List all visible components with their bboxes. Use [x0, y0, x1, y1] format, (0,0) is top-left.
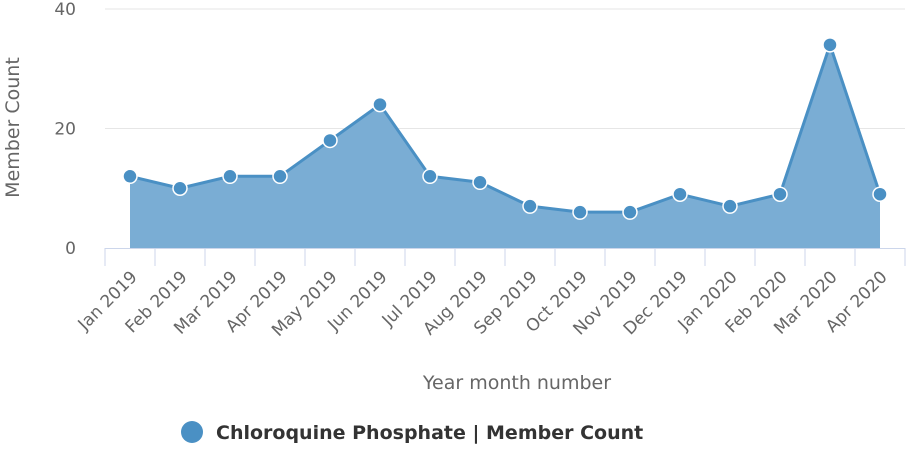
data-point[interactable] [822, 37, 838, 53]
data-point[interactable] [472, 174, 488, 191]
data-point[interactable] [872, 186, 888, 202]
data-point[interactable] [672, 186, 688, 202]
y-tick-label: 0 [65, 239, 76, 259]
data-point[interactable] [572, 204, 588, 220]
data-point[interactable] [222, 168, 238, 185]
y-axis-title: Member Count [2, 57, 24, 198]
series-line [129, 43, 882, 214]
series-area [130, 44, 880, 248]
legend[interactable]: Chloroquine Phosphate | Member Count [181, 421, 643, 444]
data-point[interactable] [272, 168, 288, 185]
data-point[interactable] [322, 132, 338, 149]
legend-label: Chloroquine Phosphate | Member Count [216, 422, 643, 444]
data-point[interactable] [722, 198, 738, 214]
data-point[interactable] [172, 180, 188, 196]
data-point[interactable] [622, 204, 638, 220]
data-point[interactable] [122, 168, 138, 185]
grid-lines [105, 8, 905, 129]
data-point[interactable] [372, 96, 388, 113]
data-point[interactable] [422, 168, 438, 185]
y-tick-label: 40 [54, 0, 76, 20]
data-points [122, 37, 888, 220]
data-point[interactable] [772, 186, 788, 202]
y-tick-label: 20 [54, 120, 76, 140]
x-axis-title: Year month number [422, 372, 611, 394]
legend-marker [181, 421, 203, 443]
data-point[interactable] [522, 198, 538, 214]
y-axis-ticks: 0 20 40 [54, 0, 76, 259]
